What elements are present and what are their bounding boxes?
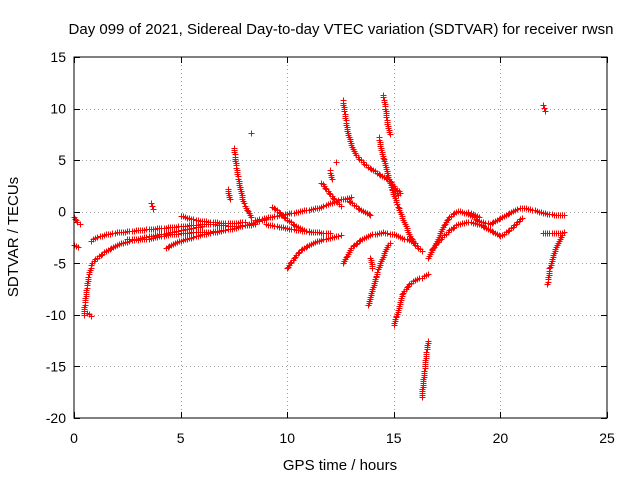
sat-trace-8 <box>163 227 227 252</box>
y-axis-label: SDTVAR / TECUs <box>5 177 22 297</box>
x-tick-label: 25 <box>599 430 615 446</box>
sat-trace-18 <box>327 167 336 183</box>
y-tick-label: 15 <box>50 49 66 65</box>
sat-trace-2 <box>71 242 82 251</box>
sat-trace-20 <box>340 97 404 197</box>
sat-trace-27 <box>391 271 432 329</box>
y-tick-label: -15 <box>46 358 66 374</box>
x-tick-label: 5 <box>177 430 185 446</box>
x-axis-label: GPS time / hours <box>283 457 397 474</box>
axis-ticks <box>74 57 608 419</box>
x-tick-label: 0 <box>70 430 78 446</box>
y-tick-labels: -20 -15 -10 -5 0 5 10 15 <box>46 49 66 426</box>
sat-trace-17 <box>318 180 345 210</box>
y-tick-label: 10 <box>50 101 66 117</box>
chart-title: Day 099 of 2021, Sidereal Day-to-day VTE… <box>69 21 614 38</box>
sat-trace-12 <box>248 130 255 137</box>
sat-trace-1 <box>71 214 84 228</box>
sat-trace-7 <box>148 200 157 213</box>
sat-trace-23 <box>365 240 394 309</box>
sat-trace-4 <box>84 310 95 320</box>
sat-trace-9 <box>178 213 249 227</box>
sat-trace-32 <box>465 209 483 221</box>
y-tick-label: 0 <box>58 204 66 220</box>
plot-frame <box>73 56 608 419</box>
sat-trace-28 <box>391 186 402 199</box>
sat-trace-30 <box>425 205 568 262</box>
y-tick-label: -5 <box>54 255 67 271</box>
sat-trace-21 <box>340 229 419 267</box>
x-tick-label: 10 <box>279 430 295 446</box>
sat-trace-19 <box>333 159 340 166</box>
data-series <box>71 92 568 401</box>
grid-lines <box>74 57 607 418</box>
sat-trace-11 <box>231 145 255 221</box>
sat-trace-13 <box>252 194 355 224</box>
sat-trace-31 <box>429 215 526 253</box>
sat-trace-10 <box>225 186 234 203</box>
sat-trace-29 <box>419 338 432 401</box>
sat-trace-22 <box>344 196 374 219</box>
y-tick-label: 5 <box>58 152 66 168</box>
sat-trace-16 <box>284 232 345 272</box>
sat-trace-33 <box>540 102 549 115</box>
sat-trace-26 <box>380 92 394 138</box>
sat-trace-15 <box>269 204 313 236</box>
sat-trace-35 <box>544 232 566 288</box>
y-tick-label: -20 <box>46 410 66 426</box>
x-tick-label: 15 <box>386 430 402 446</box>
sat-trace-24 <box>367 255 376 272</box>
y-tick-label: -10 <box>46 307 66 323</box>
x-tick-labels: 0 5 10 15 20 25 <box>70 430 615 446</box>
x-tick-label: 20 <box>493 430 509 446</box>
